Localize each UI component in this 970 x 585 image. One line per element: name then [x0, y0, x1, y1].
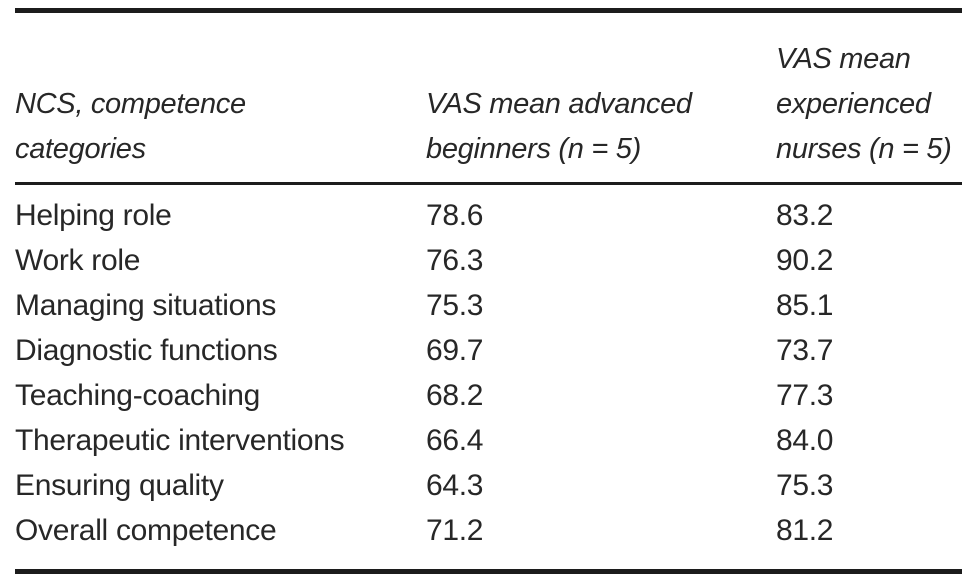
row-value-experienced: 81.2: [776, 514, 834, 547]
table-row: Helping role 78.6 83.2: [15, 193, 962, 238]
row-value-advanced: 69.7: [426, 334, 484, 367]
row-category: Work role: [15, 244, 141, 277]
table-row: Work role 76.3 90.2: [15, 238, 962, 283]
row-value-experienced: 84.0: [776, 424, 834, 457]
header-cell-experienced-nurses: VAS mean experienced nurses (n = 5): [776, 43, 952, 165]
table-row: Managing situations 75.3 85.1: [15, 283, 962, 328]
table-row: Diagnostic functions 69.7 73.7: [15, 328, 962, 373]
table-header-row: NCS, competence categories VAS mean adva…: [15, 13, 962, 185]
row-value-experienced: 90.2: [776, 244, 834, 277]
table-row: Ensuring quality 64.3 75.3: [15, 463, 962, 508]
row-value-experienced: 83.2: [776, 199, 834, 232]
row-category: Diagnostic functions: [15, 334, 278, 367]
row-category: Therapeutic interventions: [15, 424, 345, 457]
header-cell-category: NCS, competence categories: [15, 88, 246, 165]
row-category: Ensuring quality: [15, 469, 224, 502]
row-value-experienced: 73.7: [776, 334, 834, 367]
row-category: Managing situations: [15, 289, 277, 322]
row-value-experienced: 75.3: [776, 469, 834, 502]
table-row: Overall competence 71.2 81.2: [15, 508, 962, 553]
competence-table: NCS, competence categories VAS mean adva…: [15, 8, 962, 574]
row-category: Overall competence: [15, 514, 277, 547]
header-cell-advanced-beginners: VAS mean advanced beginners (n = 5): [426, 88, 692, 165]
row-value-experienced: 77.3: [776, 379, 834, 412]
row-value-advanced: 76.3: [426, 244, 484, 277]
row-value-advanced: 66.4: [426, 424, 484, 457]
row-value-experienced: 85.1: [776, 289, 834, 322]
row-value-advanced: 71.2: [426, 514, 484, 547]
row-value-advanced: 64.3: [426, 469, 484, 502]
row-value-advanced: 68.2: [426, 379, 484, 412]
row-value-advanced: 75.3: [426, 289, 484, 322]
table-row: Teaching-coaching 68.2 77.3: [15, 373, 962, 418]
row-category: Teaching-coaching: [15, 379, 261, 412]
row-category: Helping role: [15, 199, 172, 232]
table-body: Helping role 78.6 83.2 Work role 76.3 90…: [15, 185, 962, 574]
table-row: Therapeutic interventions 66.4 84.0: [15, 418, 962, 463]
row-value-advanced: 78.6: [426, 199, 484, 232]
